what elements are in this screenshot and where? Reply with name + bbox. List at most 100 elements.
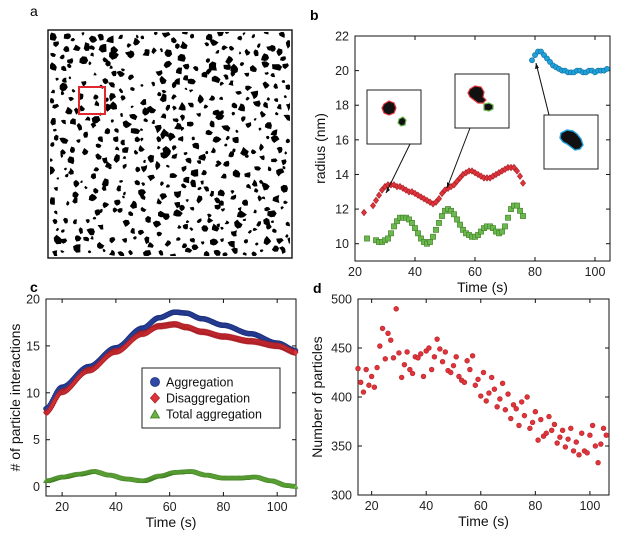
particle-blob <box>120 139 125 146</box>
particle-blob <box>272 64 283 71</box>
y-tick-label: 16 <box>335 133 349 147</box>
point-particles <box>461 379 468 385</box>
particle-blob <box>176 237 181 241</box>
particle-blob <box>285 102 290 112</box>
particle-blob <box>118 34 123 40</box>
particle-blob <box>59 82 68 92</box>
particle-blob <box>240 146 249 156</box>
particle-blob <box>61 77 67 83</box>
particle-blob <box>245 96 250 101</box>
point-particles <box>393 306 399 312</box>
particle-blob <box>101 184 107 191</box>
panel-d-frame <box>357 298 610 496</box>
particle-blob <box>282 63 289 70</box>
point-particles <box>513 406 519 412</box>
particle-blob <box>270 135 280 143</box>
particle-blob <box>97 33 104 41</box>
particle-blob <box>50 197 55 205</box>
particle-blob <box>171 37 177 44</box>
x-axis-label: Time (s) <box>146 514 197 530</box>
particle-blob <box>219 81 225 87</box>
particle-blob <box>271 158 278 163</box>
particle-blob <box>285 40 290 49</box>
particle-blob <box>138 145 145 152</box>
point-green <box>502 223 508 230</box>
particle-blob <box>208 61 217 71</box>
particle-blob <box>279 246 286 254</box>
point-particles <box>385 330 391 336</box>
particle-blob <box>108 82 115 88</box>
inset-1-particle-red <box>381 100 397 116</box>
particle-blob <box>200 180 204 185</box>
particle-blob <box>174 122 182 130</box>
selection-box <box>78 86 106 115</box>
point-particles <box>418 351 424 357</box>
particle-blob <box>152 220 162 228</box>
point-red <box>436 195 442 203</box>
point-green <box>505 214 511 221</box>
point-green <box>457 221 463 228</box>
particle-blob <box>114 128 119 133</box>
particle-blob <box>109 237 116 244</box>
particle-blob <box>255 242 259 246</box>
particle-blob <box>159 75 167 85</box>
particle-blob <box>238 51 242 55</box>
particle-blob <box>123 191 126 196</box>
particle-blob <box>52 250 58 256</box>
particle-blob <box>247 229 252 234</box>
point-red <box>433 198 439 206</box>
particle-blob <box>134 179 141 186</box>
y-axis-label: # of particle interactions <box>7 324 23 472</box>
particle-blob <box>105 97 109 103</box>
x-tick-label: 60 <box>468 265 482 279</box>
particle-blob <box>92 216 97 220</box>
particle-blob <box>83 236 90 242</box>
particle-blob <box>140 193 146 200</box>
particle-blob <box>98 43 107 53</box>
point-particles <box>565 436 571 442</box>
particle-blob <box>185 220 190 224</box>
point-green <box>499 228 505 235</box>
particle-blob <box>235 90 242 95</box>
particle-blob <box>157 91 162 97</box>
particle-blob <box>72 219 77 225</box>
point-red <box>373 196 379 205</box>
particle-blob <box>181 165 187 172</box>
particle-blob <box>172 118 179 123</box>
particle-blob <box>238 206 242 211</box>
x-axis-label: Time (s) <box>457 279 508 295</box>
particle-blob <box>175 67 183 75</box>
particle-blob <box>88 35 98 43</box>
particle-blob <box>73 244 81 253</box>
particle-blob <box>252 100 261 107</box>
particle-blob <box>95 153 102 160</box>
particle-blob <box>50 117 56 126</box>
particle-blob <box>161 89 167 94</box>
particle-blob <box>69 118 76 125</box>
particle-blob <box>105 60 111 67</box>
particle-blob <box>256 221 262 227</box>
particle-blob <box>189 238 196 243</box>
inset-1-arrowhead <box>386 187 390 193</box>
particle-blob <box>227 241 235 249</box>
particle-blob <box>273 83 279 89</box>
particle-blob <box>97 224 104 230</box>
particle-blob <box>270 73 275 78</box>
point-particles <box>374 364 380 371</box>
point-particles <box>568 425 574 432</box>
particle-blob <box>164 240 172 247</box>
particle-blob <box>156 198 162 205</box>
particle-blob <box>185 157 192 164</box>
particle-blob <box>84 116 91 121</box>
particle-blob <box>182 32 188 35</box>
particle-blob <box>56 177 60 180</box>
particle-blob <box>155 70 163 76</box>
particle-blob <box>171 153 178 159</box>
particle-blob <box>189 227 194 231</box>
y-tick-label: 300 <box>331 489 352 503</box>
panel-b-marks <box>361 48 610 247</box>
particle-blob <box>228 80 234 86</box>
particle-blob <box>259 155 265 161</box>
point-particles <box>404 349 410 355</box>
